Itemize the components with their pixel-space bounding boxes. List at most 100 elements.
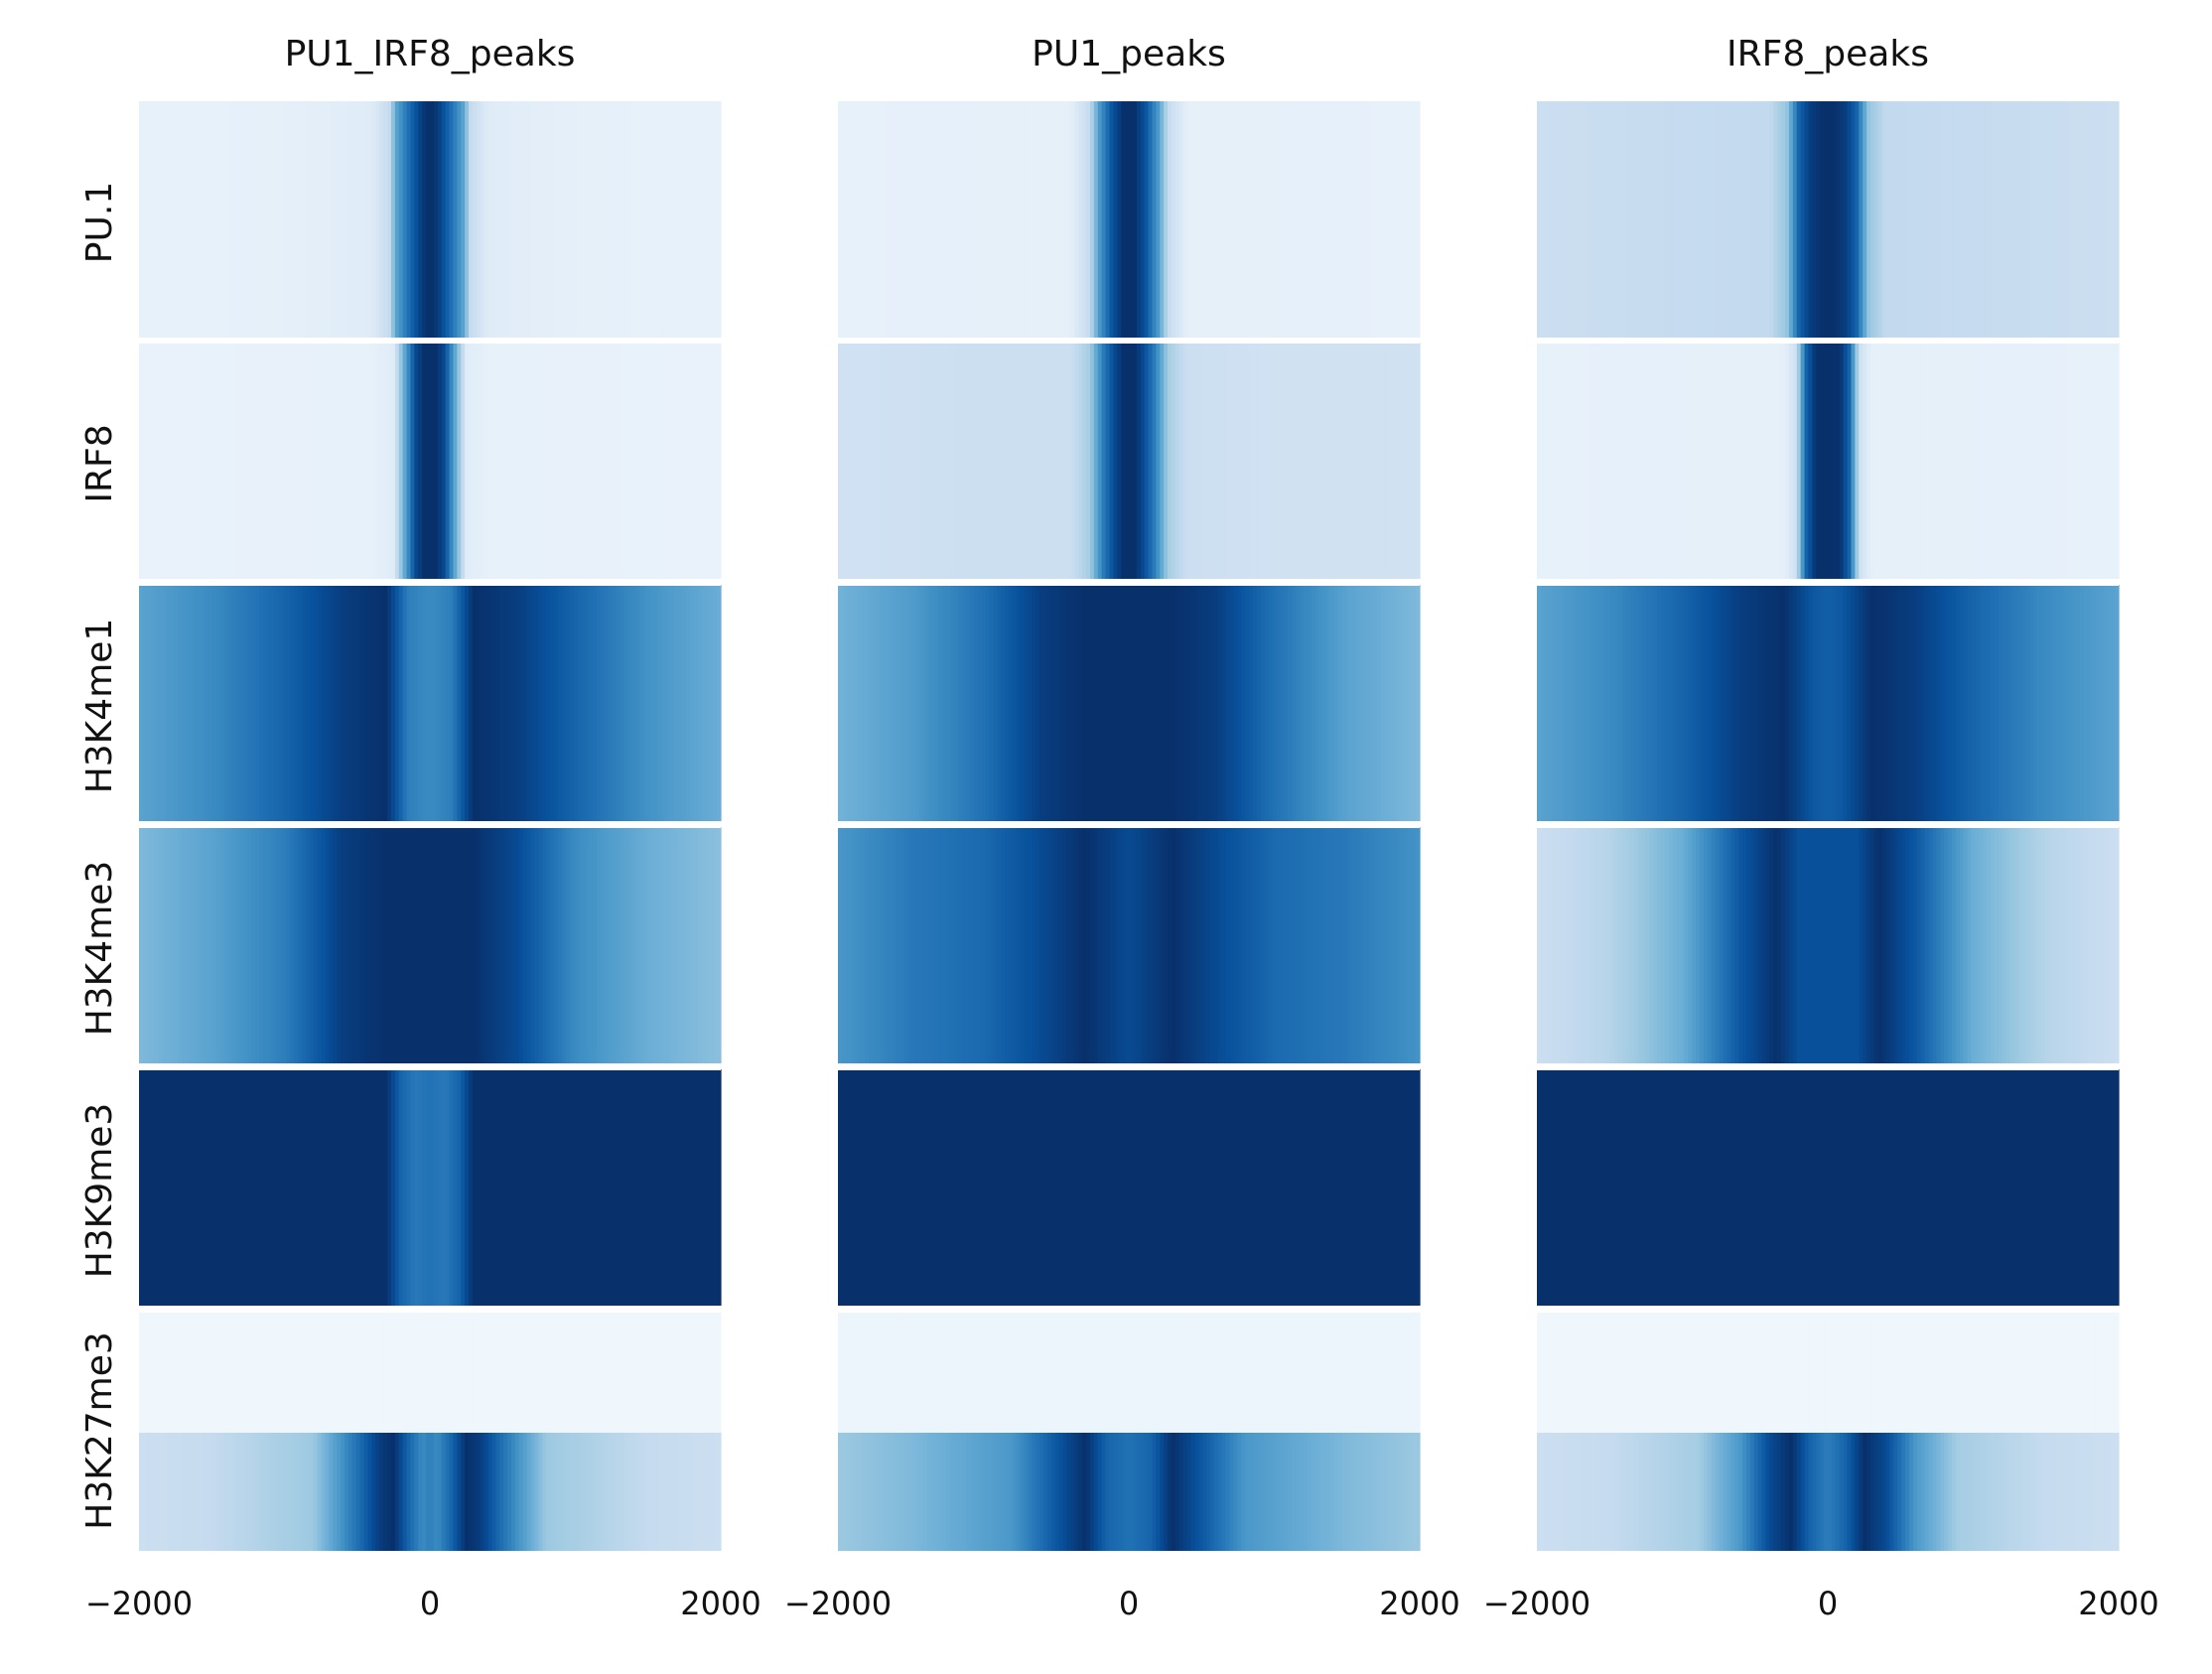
heatmap-cell (942, 585, 947, 821)
heatmap-cell (1272, 827, 1278, 1063)
heatmap-cell (1043, 585, 1048, 821)
heatmap-cell (2040, 585, 2046, 821)
heatmap-cell (1641, 1069, 1646, 1306)
heatmap-cell (1552, 1069, 1558, 1306)
heatmap-cell (212, 1069, 217, 1306)
heatmap-cell (453, 827, 458, 1063)
heatmap-cell (1769, 827, 1774, 1063)
heatmap-cell (561, 1433, 567, 1551)
heatmap-cell (1637, 101, 1643, 338)
heatmap-cell (717, 1069, 722, 1306)
heatmap-cell (1773, 1069, 1778, 1306)
heatmap-cell (150, 343, 156, 579)
heatmap-cell (1074, 827, 1079, 1063)
heatmap-cell (1043, 343, 1048, 579)
heatmap-cell (911, 1433, 916, 1551)
heatmap-cell (1078, 1433, 1083, 1551)
heatmap-cell (1583, 343, 1589, 579)
heatmap-cell (1182, 1069, 1188, 1306)
heatmap-cell (1625, 1312, 1631, 1433)
heatmap-cell (861, 101, 866, 338)
heatmap-cell (1082, 1069, 1087, 1306)
heatmap-cell (212, 101, 217, 338)
heatmap-cell (1213, 1433, 1219, 1551)
heatmap-cell (573, 1069, 579, 1306)
heatmap-cell (1125, 101, 1130, 338)
heatmap-cell (1164, 1433, 1169, 1551)
heatmap-cell (1649, 1069, 1654, 1306)
heatmap-cell (1664, 585, 1670, 821)
heatmap-cell (1916, 1069, 1922, 1306)
heatmap-cell (1537, 343, 1542, 579)
heatmap-cell (662, 1069, 667, 1306)
heatmap-cell (2072, 1433, 2077, 1551)
heatmap-cell (437, 1433, 443, 1551)
heatmap-cell (197, 343, 203, 579)
heatmap-cell (1093, 827, 1099, 1063)
heatmap-cell (522, 1069, 528, 1306)
heatmap-cell (355, 827, 361, 1063)
heatmap-cell (1186, 1069, 1192, 1306)
heatmap-cell (612, 585, 618, 821)
heatmap-cell (888, 343, 894, 579)
heatmap-cell (1046, 1312, 1052, 1433)
heatmap-cell (282, 585, 288, 821)
heatmap-cell (1156, 827, 1161, 1063)
heatmap-cell (410, 1069, 415, 1306)
heatmap-cell (877, 1433, 882, 1551)
heatmap-cell (557, 101, 563, 338)
heatmap-cell (185, 343, 191, 579)
heatmap-cell (678, 101, 683, 338)
heatmap-cell (1863, 343, 1867, 579)
heatmap-cell (646, 585, 652, 821)
heatmap-cell (1932, 343, 1937, 579)
heatmap-cell (347, 1312, 353, 1433)
heatmap-cell (1237, 101, 1242, 338)
heatmap-cell (1924, 343, 1930, 579)
heatmap-cell (1859, 827, 1864, 1063)
heatmap-cell (1881, 101, 1887, 338)
heatmap-cell (1909, 1433, 1914, 1551)
heatmap-cell (484, 585, 489, 821)
heatmap-cell (685, 101, 691, 338)
heatmap-cell (329, 1312, 334, 1433)
heatmap-cell (873, 1312, 878, 1433)
heatmap-cell (1160, 585, 1165, 821)
heatmap-cell (1036, 1069, 1040, 1306)
heatmap-cell (1719, 343, 1725, 579)
heatmap-cell (1225, 1312, 1231, 1433)
heatmap-cell (1901, 1312, 1906, 1433)
heatmap-cell (1905, 101, 1910, 338)
heatmap-cell (2115, 1433, 2120, 1551)
heatmap-cell (2083, 343, 2089, 579)
heatmap-cell (480, 585, 485, 821)
heatmap-cell (1168, 1312, 1173, 1433)
heatmap-cell (511, 1312, 516, 1433)
heatmap-cell (962, 343, 967, 579)
heatmap-cell (1245, 827, 1250, 1063)
heatmap-cell (1625, 585, 1631, 821)
heatmap-cell (569, 1312, 575, 1433)
heatmap-cell (2013, 827, 2019, 1063)
heatmap-cell (1633, 101, 1639, 338)
heatmap-cell (1738, 101, 1743, 338)
heatmap-cell (351, 1433, 357, 1551)
heatmap-cell (278, 1433, 284, 1551)
heatmap-cell (674, 1312, 679, 1433)
heatmap-cell (631, 1069, 636, 1306)
heatmap-cell (693, 1069, 699, 1306)
heatmap-cell (522, 1312, 528, 1433)
heatmap-cell (1684, 1433, 1689, 1551)
heatmap-cell (212, 343, 217, 579)
heatmap-cell (1121, 827, 1126, 1063)
heatmap-cell (1594, 343, 1600, 579)
heatmap-cell (1773, 101, 1778, 338)
heatmap-cell (1217, 343, 1223, 579)
heatmap-cell (1008, 1312, 1014, 1433)
heatmap-cell (1839, 101, 1845, 338)
heatmap-cell (1322, 827, 1327, 1063)
heatmap-cell (220, 585, 225, 821)
heatmap-cell (1268, 1312, 1274, 1433)
heatmap-cell (1416, 1069, 1421, 1306)
heatmap-cell (838, 343, 843, 579)
